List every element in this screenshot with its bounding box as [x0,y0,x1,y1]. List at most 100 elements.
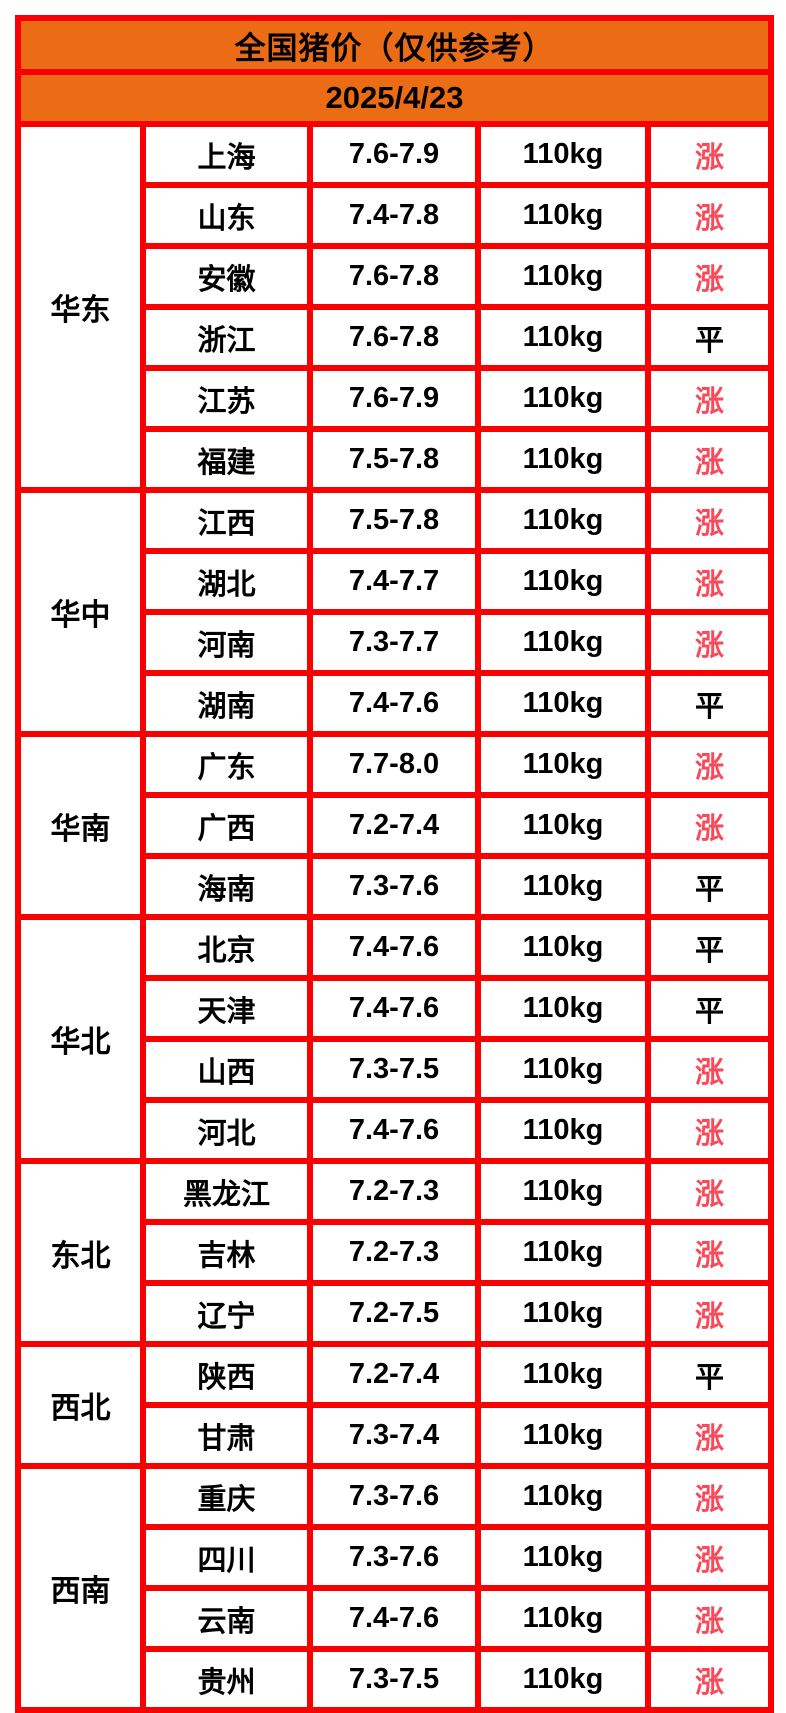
province-cell: 重庆 [140,1463,313,1530]
pig-price-table: 全国猪价（仅供参考） 2025/4/23 华东 上海 7.6-7.9 110kg 涨山东… [15,15,774,1713]
price-cell: 7.3-7.7 [307,609,481,676]
price-cell: 7.2-7.3 [307,1219,481,1286]
price-cell: 7.3-7.5 [307,1036,481,1103]
trend-cell: 平 [645,304,774,371]
weight-cell: 110kg [475,1097,651,1164]
province-cell: 湖北 [140,548,313,615]
region-cell: 华南 [15,731,146,920]
price-cell: 7.3-7.6 [307,853,481,920]
province-cell: 北京 [140,914,313,981]
weight-cell: 110kg [475,365,651,432]
province-cell: 上海 [140,121,313,188]
weight-cell: 110kg [475,1524,651,1591]
table-row: 辽宁 7.2-7.5 110kg 涨 [18,1280,774,1347]
price-cell: 7.3-7.6 [307,1463,481,1530]
trend-cell: 涨 [645,1402,774,1469]
weight-cell: 110kg [475,426,651,493]
province-cell: 陕西 [140,1341,313,1408]
province-cell: 广西 [140,792,313,859]
region-cell: 东北 [15,1158,146,1347]
trend-cell: 涨 [645,121,774,188]
price-cell: 7.3-7.5 [307,1646,481,1713]
table-row: 湖南 7.4-7.6 110kg 平 [18,670,774,737]
trend-cell: 平 [645,670,774,737]
weight-cell: 110kg [475,1402,651,1469]
weight-cell: 110kg [475,1036,651,1103]
trend-cell: 平 [645,853,774,920]
price-cell: 7.4-7.6 [307,670,481,737]
table-row: 浙江 7.6-7.8 110kg 平 [18,304,774,371]
trend-cell: 涨 [645,1219,774,1286]
trend-cell: 涨 [645,1097,774,1164]
table-row: 华中 江西 7.5-7.8 110kg 涨 [15,487,774,737]
table-row: 西南 重庆 7.3-7.6 110kg 涨 [15,1463,774,1713]
trend-cell: 涨 [645,792,774,859]
trend-cell: 涨 [645,609,774,676]
price-cell: 7.4-7.7 [307,548,481,615]
price-cell: 7.4-7.6 [307,1097,481,1164]
table-row: 福建 7.5-7.8 110kg 涨 [18,426,774,493]
province-cell: 福建 [140,426,313,493]
table-row: 河北 7.4-7.6 110kg 涨 [18,1097,774,1164]
weight-cell: 110kg [475,304,651,371]
weight-cell: 110kg [475,1219,651,1286]
table-row: 河南 7.3-7.7 110kg 涨 [18,609,774,676]
page-title: 全国猪价（仅供参考） [15,15,774,75]
province-cell: 四川 [140,1524,313,1591]
price-cell: 7.2-7.3 [307,1158,481,1225]
price-cell: 7.6-7.8 [307,304,481,371]
region-cell: 华中 [15,487,146,737]
title-row: 全国猪价（仅供参考） [15,15,774,75]
price-cell: 7.2-7.5 [307,1280,481,1347]
weight-cell: 110kg [475,487,651,554]
price-table-body: 华东 上海 7.6-7.9 110kg 涨山东 7.4-7.8 110kg 涨安徽 7.6-7.… [15,121,774,1713]
price-cell: 7.3-7.4 [307,1402,481,1469]
region-cell: 华东 [15,121,146,493]
province-cell: 山东 [140,182,313,249]
weight-cell: 110kg [475,853,651,920]
weight-cell: 110kg [475,609,651,676]
trend-cell: 涨 [645,365,774,432]
trend-cell: 涨 [645,1646,774,1713]
table-row: 四川 7.3-7.6 110kg 涨 [18,1524,774,1591]
region-cell: 西北 [15,1341,146,1469]
trend-cell: 涨 [645,1036,774,1103]
table-row: 西北 陕西 7.2-7.4 110kg 平 [15,1341,774,1469]
province-cell: 浙江 [140,304,313,371]
table-row: 吉林 7.2-7.3 110kg 涨 [18,1219,774,1286]
weight-cell: 110kg [475,1585,651,1652]
region-cell: 华北 [15,914,146,1164]
province-cell: 吉林 [140,1219,313,1286]
province-cell: 山西 [140,1036,313,1103]
province-cell: 甘肃 [140,1402,313,1469]
province-cell: 江苏 [140,365,313,432]
weight-cell: 110kg [475,670,651,737]
price-cell: 7.5-7.8 [307,487,481,554]
trend-cell: 涨 [645,182,774,249]
table-row: 东北 黑龙江 7.2-7.3 110kg 涨 [15,1158,774,1347]
table-row: 贵州 7.3-7.5 110kg 涨 [18,1646,774,1713]
table-row: 山东 7.4-7.8 110kg 涨 [18,182,774,249]
price-cell: 7.2-7.4 [307,792,481,859]
date-label: 2025/4/23 [15,69,774,127]
weight-cell: 110kg [475,121,651,188]
table-row: 安徽 7.6-7.8 110kg 涨 [18,243,774,310]
trend-cell: 涨 [645,548,774,615]
trend-cell: 涨 [645,1280,774,1347]
table-row: 江苏 7.6-7.9 110kg 涨 [18,365,774,432]
table-row: 华北 北京 7.4-7.6 110kg 平 [15,914,774,1164]
weight-cell: 110kg [475,182,651,249]
price-cell: 7.4-7.6 [307,914,481,981]
province-cell: 海南 [140,853,313,920]
province-cell: 湖南 [140,670,313,737]
province-cell: 云南 [140,1585,313,1652]
weight-cell: 110kg [475,975,651,1042]
price-cell: 7.4-7.6 [307,1585,481,1652]
trend-cell: 涨 [645,731,774,798]
weight-cell: 110kg [475,792,651,859]
province-cell: 贵州 [140,1646,313,1713]
price-cell: 7.4-7.6 [307,975,481,1042]
trend-cell: 平 [645,914,774,981]
weight-cell: 110kg [475,1158,651,1225]
